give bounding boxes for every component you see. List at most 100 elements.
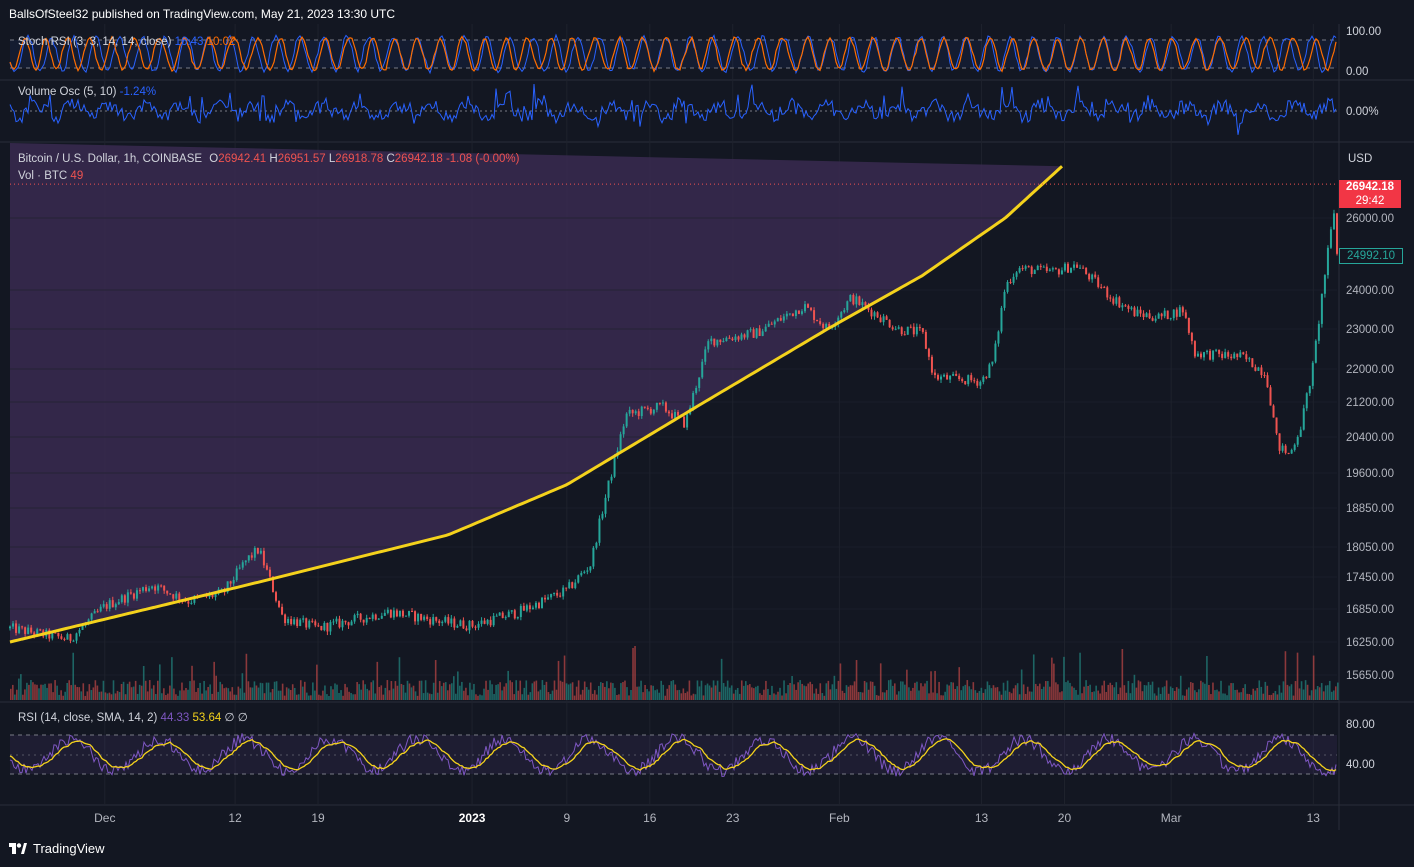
candle-body: [592, 547, 595, 567]
volume-bar: [255, 685, 258, 700]
volume-bar: [831, 684, 834, 700]
tradingview-branding[interactable]: TradingView: [9, 841, 105, 856]
candle-body: [719, 339, 722, 343]
volume-legend: Vol · BTC 49: [18, 169, 83, 183]
volume-bar: [889, 679, 892, 700]
volume-bar: [539, 689, 542, 700]
candle-body: [1254, 367, 1257, 371]
volume-bar: [803, 685, 805, 700]
candle-body: [1157, 313, 1160, 319]
candle-body: [710, 338, 713, 342]
candle-body: [1118, 297, 1121, 308]
volume-bar: [684, 693, 687, 700]
candle-body: [347, 622, 350, 626]
candle-body: [1085, 267, 1088, 274]
volume-bar: [1183, 695, 1186, 700]
candle-body: [9, 626, 11, 629]
volume-bar: [76, 686, 79, 700]
candle-body: [395, 610, 398, 617]
volume-bar: [350, 692, 352, 700]
candle-body: [39, 629, 42, 631]
volume-bar: [728, 687, 731, 700]
volume-bar: [179, 690, 181, 700]
volume-bar: [12, 684, 14, 700]
candle-body: [782, 316, 785, 321]
volume-bar: [519, 680, 522, 700]
candle-body: [698, 377, 701, 388]
volume-bar: [56, 685, 58, 700]
volume-bar: [847, 686, 850, 700]
candle-body: [1266, 375, 1269, 388]
candle-body: [1066, 263, 1069, 273]
candle-body: [450, 618, 453, 624]
volume-osc-value: -1.24%: [119, 86, 157, 98]
volume-bar: [267, 682, 270, 700]
volume-bar: [1232, 683, 1234, 700]
candle-body: [408, 611, 411, 616]
volume-bar: [1258, 680, 1261, 700]
candle-body: [525, 605, 528, 611]
volume-bar: [525, 680, 528, 700]
volume-bar: [136, 693, 139, 700]
candle-body: [595, 542, 598, 548]
volume-bar: [245, 653, 248, 700]
volume-bar: [853, 681, 856, 700]
volume-bar: [755, 686, 757, 700]
volume-bar: [702, 695, 705, 700]
candle-body: [392, 610, 395, 618]
tradingview-logo-icon: [9, 843, 27, 854]
volume-bar: [1320, 683, 1323, 700]
volume-bar: [424, 680, 427, 700]
candle-body: [60, 636, 63, 639]
volume-bar: [769, 694, 771, 700]
low-label: L: [328, 153, 336, 165]
candle-body: [1166, 310, 1169, 320]
candle-body: [837, 317, 840, 324]
volume-bar: [696, 680, 699, 700]
volume-bar: [52, 692, 54, 700]
candle-body: [556, 592, 559, 596]
candle-body: [1175, 309, 1178, 317]
volume-bar: [259, 682, 262, 700]
candle-body: [1127, 305, 1130, 309]
volume-bar: [1065, 682, 1067, 700]
volume-bar: [66, 682, 68, 700]
volume-osc-scale-0: 0.00%: [1346, 106, 1379, 118]
volume-bar: [273, 681, 276, 700]
volume-bar: [1133, 674, 1136, 700]
candle-body: [516, 616, 519, 619]
volume-bar: [948, 685, 950, 700]
volume-bar: [652, 685, 654, 700]
candle-body: [33, 632, 36, 636]
volume-bar: [211, 693, 213, 700]
candle-body: [779, 318, 782, 321]
volume-bar: [1173, 690, 1176, 700]
volume-bar: [1145, 685, 1148, 700]
volume-bar: [225, 687, 228, 700]
volume-bar: [620, 683, 622, 700]
candle-body: [498, 612, 501, 616]
volume-bar: [557, 660, 560, 700]
volume-bar: [1288, 686, 1291, 700]
volume-bar: [215, 675, 217, 700]
volume-bar: [36, 684, 38, 700]
volume-bar: [203, 680, 205, 700]
volume-bar: [253, 681, 256, 700]
candle-body: [982, 376, 985, 382]
candle-body: [513, 610, 516, 619]
volume-bar: [1216, 689, 1218, 700]
volume-bar: [746, 685, 749, 700]
volume-bar: [1236, 689, 1238, 700]
volume-bar: [521, 694, 524, 700]
volume-bar: [471, 689, 473, 700]
volume-bar: [835, 688, 838, 700]
volume-bar: [1318, 687, 1321, 700]
volume-bar: [988, 685, 991, 700]
candle-body: [734, 336, 737, 341]
volume-bar: [428, 693, 431, 700]
volume-bar: [660, 680, 663, 700]
candle-body: [882, 316, 885, 323]
candle-body: [268, 569, 271, 577]
candle-body: [876, 312, 879, 318]
